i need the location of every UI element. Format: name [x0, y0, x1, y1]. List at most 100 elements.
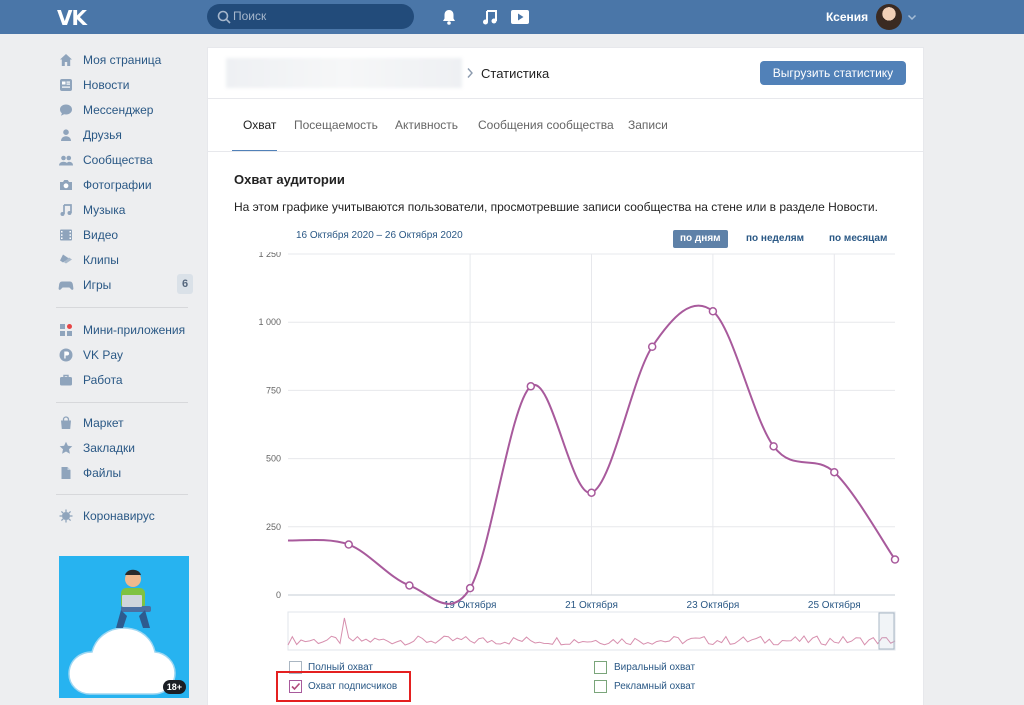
data-point	[587, 488, 596, 497]
y-tick-label: 250	[266, 522, 281, 532]
search-placeholder: Поиск	[233, 9, 267, 23]
sidebar-item-games[interactable]: Игры 6	[56, 273, 194, 297]
legend-label: Рекламный охват	[614, 681, 696, 692]
sidebar-item-work[interactable]: Работа	[56, 368, 194, 392]
period-by-months[interactable]: по месяцам	[829, 233, 888, 244]
sidebar-item-label: Закладки	[83, 441, 135, 455]
tab-community-messages[interactable]: Сообщения сообщества	[478, 118, 614, 132]
groups-icon	[59, 155, 73, 166]
film-icon	[60, 229, 72, 241]
sidebar-item-label: Сообщества	[83, 153, 153, 167]
y-tick-label: 1 250	[258, 252, 281, 259]
sidebar-item-friends[interactable]: Друзья	[56, 123, 194, 147]
sidebar-item-clips[interactable]: Клипы	[56, 248, 194, 272]
gamepad-icon	[58, 281, 74, 290]
sidebar-item-vkpay[interactable]: VK Pay	[56, 343, 194, 367]
x-tick-label: 21 Октября	[565, 599, 618, 611]
bell-icon[interactable]	[439, 7, 459, 27]
sidebar-item-label: Фотографии	[83, 178, 152, 192]
checkbox-ad-reach[interactable]	[594, 680, 607, 693]
legend-label: Охват подписчиков	[308, 681, 398, 692]
ad-illustration-icon	[68, 569, 176, 695]
tab-reach[interactable]: Охват	[243, 118, 277, 132]
date-range[interactable]: 16 Октября 2020 – 26 Октября 2020	[296, 230, 463, 241]
y-tick-label: 750	[266, 385, 281, 395]
top-bar: VK Поиск Ксения	[0, 0, 1024, 34]
legend-label: Виральный охват	[614, 662, 696, 673]
sidebar-item-video[interactable]: Видео	[56, 223, 194, 247]
games-count-badge: 6	[177, 274, 193, 294]
vk-logo[interactable]: VK	[57, 6, 87, 30]
vkpay-icon	[59, 348, 73, 362]
data-point	[647, 342, 657, 352]
checkbox-viral-reach[interactable]	[594, 661, 607, 674]
y-tick-label: 0	[276, 590, 281, 600]
music-note-icon	[60, 204, 72, 216]
sidebar-item-photos[interactable]: Фотографии	[56, 173, 194, 197]
checkbox-subscriber-reach[interactable]	[289, 680, 302, 693]
legend-label: Полный охват	[308, 662, 374, 673]
sidebar-item-label: Мессенджер	[83, 103, 154, 117]
tab-posts[interactable]: Записи	[628, 118, 668, 132]
statistics-card: Статистика Выгрузить статистику Охват По…	[208, 48, 923, 705]
sidebar-item-news[interactable]: Новости	[56, 73, 194, 97]
period-by-days[interactable]: по дням	[673, 230, 728, 248]
sidebar-item-label: Моя страница	[83, 53, 162, 67]
data-point	[344, 540, 353, 549]
export-statistics-button[interactable]: Выгрузить статистику	[760, 61, 906, 85]
user-name[interactable]: Ксения	[826, 10, 869, 24]
data-point	[526, 382, 536, 391]
sidebar-item-label: Маркет	[83, 416, 124, 430]
sidebar-item-files[interactable]: Файлы	[56, 461, 194, 485]
annotation-highlight-box	[276, 671, 411, 702]
sidebar-item-label: Коронавирус	[83, 509, 155, 523]
checkbox-full-reach[interactable]	[289, 661, 302, 674]
y-tick-label: 500	[266, 454, 281, 464]
reach-chart: 1 250 1 000 750 500 250 0 19 Октября 21 Октября…	[258, 252, 900, 651]
sidebar-divider	[56, 307, 188, 308]
music-icon[interactable]	[480, 7, 500, 27]
data-point	[708, 307, 718, 316]
sidebar-divider	[56, 494, 188, 495]
period-by-weeks[interactable]: по неделям	[746, 233, 805, 244]
video-play-icon[interactable]	[510, 7, 530, 27]
sidebar-item-mini-apps[interactable]: Мини-приложения	[56, 318, 194, 342]
home-icon	[60, 54, 72, 66]
tab-activity[interactable]: Активность	[395, 118, 459, 132]
sidebar-item-my-page[interactable]: Моя страница	[56, 48, 194, 72]
chevron-right-icon	[467, 68, 473, 78]
messenger-icon	[60, 104, 72, 116]
x-tick-label: 19 Октября	[444, 599, 497, 611]
sidebar-item-label: Клипы	[83, 253, 119, 267]
data-point	[890, 555, 900, 564]
sidebar-item-label: Музыка	[83, 203, 126, 217]
friend-icon	[61, 129, 71, 141]
ad-banner[interactable]: 18+	[59, 556, 189, 698]
x-tick-label: 23 Октября	[687, 599, 740, 611]
search-input[interactable]: Поиск	[207, 4, 414, 29]
camera-icon	[60, 180, 72, 190]
sidebar-item-label: Файлы	[83, 466, 122, 480]
data-point	[465, 583, 475, 593]
tabs-divider	[208, 151, 923, 152]
sidebar-item-label: Видео	[83, 228, 119, 242]
checkmark-icon	[291, 682, 301, 691]
sidebar-item-label: VK Pay	[83, 348, 124, 362]
file-icon	[61, 467, 71, 479]
blurred-community-name[interactable]	[226, 58, 462, 88]
chevron-down-icon[interactable]	[907, 12, 917, 22]
briefcase-icon	[60, 374, 72, 386]
sidebar-item-coronavirus[interactable]: Коронавирус	[56, 504, 194, 528]
sidebar-item-market[interactable]: Маркет	[56, 411, 194, 435]
header-divider	[208, 98, 923, 99]
bag-icon	[61, 416, 71, 429]
tab-attendance[interactable]: Посещаемость	[294, 118, 378, 132]
sidebar-item-bookmarks[interactable]: Закладки	[56, 436, 194, 460]
search-icon	[217, 10, 231, 24]
sidebar-item-messenger[interactable]: Мессенджер	[56, 98, 194, 122]
avatar[interactable]	[876, 4, 902, 30]
sidebar-item-groups[interactable]: Сообщества	[56, 148, 194, 172]
section-description: На этом графике учитываются пользователи…	[234, 200, 878, 214]
sidebar-item-music[interactable]: Музыка	[56, 198, 194, 222]
sidebar-divider	[56, 402, 188, 403]
